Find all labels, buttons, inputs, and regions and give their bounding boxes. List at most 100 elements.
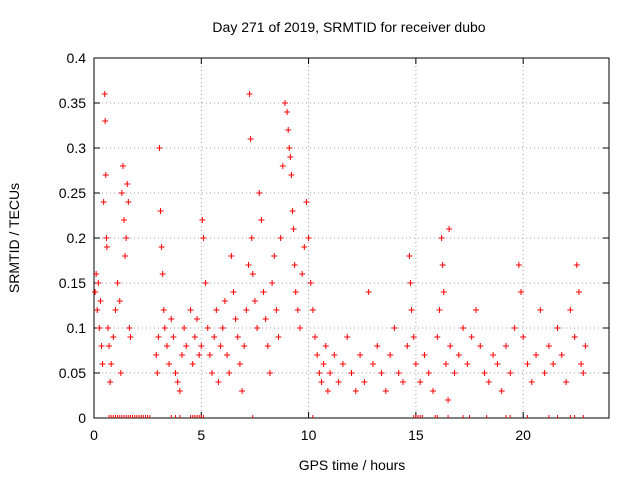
data-point: [515, 262, 522, 268]
data-point: [230, 289, 237, 295]
tick-labels: 0 0.05 0.1 0.15 0.2 0.25 0.3 0.35 0.4 0 5 10 15 20: [59, 50, 531, 443]
data-point: [122, 253, 129, 259]
data-point: [249, 271, 256, 277]
data-point: [160, 307, 167, 313]
data-point: [524, 361, 531, 367]
data-point: [97, 298, 104, 304]
data-point: [124, 181, 131, 187]
data-point: [96, 325, 103, 331]
data-point: [571, 334, 578, 340]
data-point: [166, 361, 173, 367]
data-point: [285, 127, 292, 133]
data-point: [361, 379, 368, 385]
data-point: [277, 235, 284, 241]
data-point: [213, 307, 220, 313]
data-point: [312, 334, 319, 340]
y-tick-label: 0.3: [67, 140, 87, 156]
data-point: [335, 379, 342, 385]
data-point: [365, 289, 372, 295]
data-point: [156, 145, 163, 151]
data-point: [279, 163, 286, 169]
data-point: [206, 352, 213, 358]
y-tick-label: 0.1: [67, 320, 87, 336]
data-point: [446, 226, 453, 232]
data-point: [445, 397, 452, 403]
data-point: [107, 379, 114, 385]
data-point: [172, 370, 179, 376]
data-point: [170, 334, 177, 340]
data-point: [155, 334, 162, 340]
data-point: [114, 280, 121, 286]
data-point: [550, 361, 557, 367]
data-point: [387, 352, 394, 358]
data-point: [228, 253, 235, 259]
x-tick-label: 20: [515, 427, 531, 443]
data-point: [209, 370, 216, 376]
data-point: [194, 316, 200, 322]
data-point: [582, 343, 589, 349]
data-point: [154, 370, 161, 376]
data-point: [232, 316, 239, 322]
data-point: [511, 325, 518, 331]
x-axis-label: GPS time / hours: [299, 457, 406, 473]
data-point: [196, 352, 203, 358]
data-point: [181, 325, 188, 331]
data-point: [378, 370, 385, 376]
data-point: [103, 244, 110, 250]
data-point: [344, 334, 351, 340]
x-tick-label: 10: [301, 427, 317, 443]
data-point: [507, 370, 514, 376]
data-point: [176, 388, 183, 394]
data-point: [567, 307, 574, 313]
data-point: [118, 190, 125, 196]
data-point: [102, 172, 109, 178]
data-point: [248, 235, 255, 241]
y-tick-label: 0: [78, 410, 86, 426]
data-point: [281, 100, 288, 106]
data-point: [226, 370, 233, 376]
data-point: [400, 379, 406, 385]
data-point: [284, 109, 291, 115]
data-point: [95, 280, 102, 286]
data-point: [294, 307, 301, 313]
data-point: [100, 199, 107, 205]
data-point: [246, 91, 253, 97]
y-tick-label: 0.05: [59, 365, 86, 381]
data-point: [94, 307, 101, 313]
data-point: [178, 352, 185, 358]
data-point: [215, 379, 222, 385]
data-point: [271, 253, 278, 259]
data-point: [580, 370, 587, 376]
data-point: [224, 352, 231, 358]
data-point: [391, 325, 398, 331]
data-point: [578, 361, 585, 367]
data-point: [434, 334, 441, 340]
data-point: [299, 271, 306, 277]
data-point: [316, 370, 323, 376]
data-marks: [92, 91, 589, 418]
data-point: [98, 343, 105, 349]
data-point: [412, 361, 419, 367]
y-tick-label: 0.2: [67, 230, 87, 246]
data-point: [183, 343, 190, 349]
data-point: [93, 271, 100, 277]
plot-frame: [93, 57, 610, 419]
data-point: [199, 217, 206, 223]
data-point: [239, 388, 246, 394]
data-point: [339, 361, 346, 367]
data-point: [251, 298, 258, 304]
data-point: [200, 235, 207, 241]
data-point: [153, 352, 160, 358]
data-point: [503, 343, 509, 349]
data-point: [243, 307, 250, 313]
data-point: [163, 343, 170, 349]
data-point: [117, 370, 124, 376]
x-tick-label: 0: [90, 427, 98, 443]
data-point: [374, 343, 381, 349]
data-point: [421, 352, 428, 358]
data-point: [159, 271, 166, 277]
data-point: [382, 388, 389, 394]
data-point: [309, 307, 316, 313]
data-point: [288, 172, 295, 178]
